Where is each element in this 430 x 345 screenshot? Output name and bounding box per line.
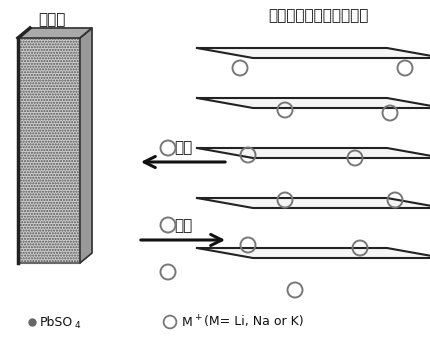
Text: (M= Li, Na or K): (M= Li, Na or K) [200, 315, 304, 328]
Polygon shape [80, 28, 92, 263]
Polygon shape [197, 148, 430, 158]
Polygon shape [197, 248, 430, 258]
Text: 放电: 放电 [174, 218, 192, 233]
Text: 充电: 充电 [174, 140, 192, 155]
Polygon shape [18, 38, 80, 263]
Text: M: M [182, 315, 193, 328]
Polygon shape [197, 48, 430, 58]
Text: 铅负极: 铅负极 [38, 12, 66, 27]
Text: +: + [194, 314, 202, 323]
Polygon shape [18, 38, 80, 263]
Polygon shape [197, 98, 430, 108]
Polygon shape [197, 198, 430, 208]
Polygon shape [18, 28, 92, 38]
Text: 4: 4 [75, 322, 81, 331]
Text: 碱金属离子的嵌入化合物: 碱金属离子的嵌入化合物 [268, 8, 368, 23]
Text: PbSO: PbSO [40, 315, 73, 328]
